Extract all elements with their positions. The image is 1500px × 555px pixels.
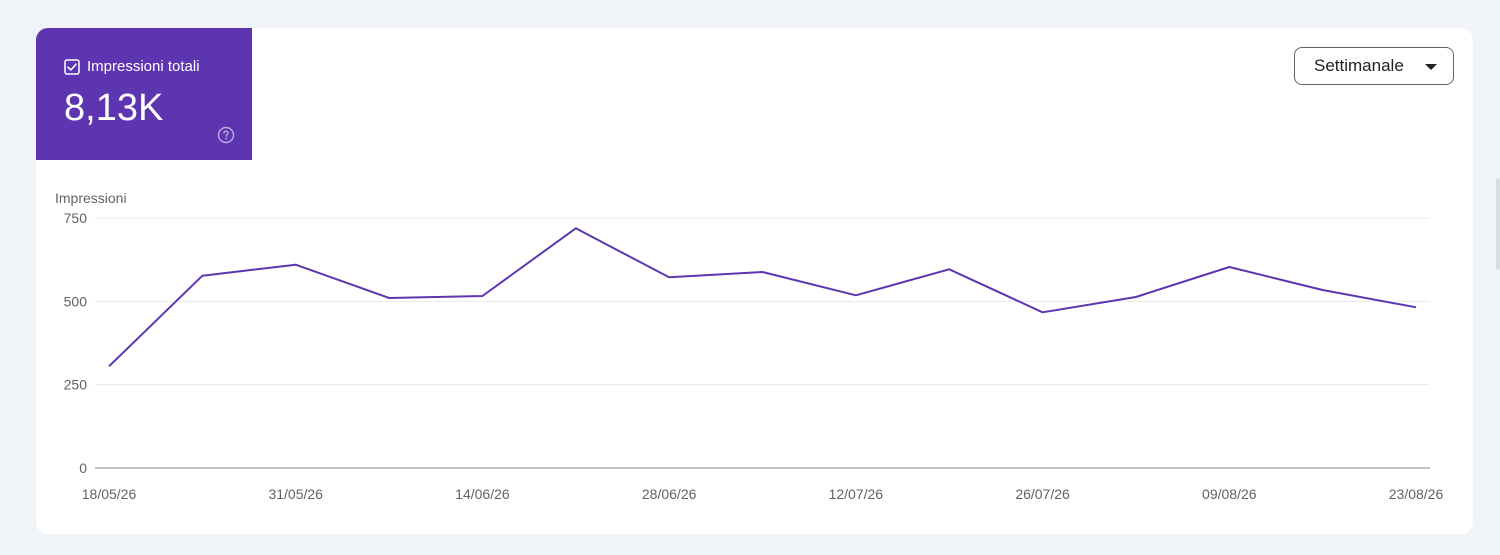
data-point[interactable] bbox=[663, 271, 675, 283]
help-circle-icon[interactable] bbox=[217, 126, 235, 144]
y-tick-label: 500 bbox=[64, 293, 88, 309]
data-point[interactable] bbox=[1037, 306, 1049, 318]
data-point[interactable] bbox=[1223, 261, 1235, 273]
x-axis-ticks: 18/05/26 31/05/26 14/06/26 28/06/26 12/07/26… bbox=[82, 486, 1444, 502]
data-point[interactable] bbox=[943, 263, 955, 275]
x-tick-label: 28/06/26 bbox=[642, 486, 697, 502]
data-point[interactable] bbox=[383, 292, 395, 304]
x-tick-label: 26/07/26 bbox=[1015, 486, 1070, 502]
page-scrollbar[interactable] bbox=[1496, 178, 1500, 270]
period-select-value: Settimanale bbox=[1314, 56, 1404, 75]
total-impressions-metric-tile[interactable]: Impressioni totali 8,13K bbox=[36, 28, 252, 160]
data-point[interactable] bbox=[850, 289, 862, 301]
checkbox-checked-icon[interactable] bbox=[64, 59, 80, 75]
data-point[interactable] bbox=[757, 266, 769, 278]
data-point[interactable] bbox=[1130, 291, 1142, 303]
y-tick-label: 0 bbox=[79, 460, 87, 476]
y-tick-label: 750 bbox=[64, 210, 88, 226]
data-point[interactable] bbox=[476, 290, 488, 302]
metric-value: 8,13K bbox=[64, 87, 164, 129]
x-tick-label: 18/05/26 bbox=[82, 486, 137, 502]
metric-label: Impressioni totali bbox=[87, 58, 200, 75]
performance-card: Impressioni totali 8,13K Settimanale Imp… bbox=[36, 28, 1473, 534]
data-point[interactable] bbox=[1410, 301, 1422, 313]
y-axis-ticks: 0 250 500 750 bbox=[64, 210, 88, 476]
metric-header: Impressioni totali bbox=[64, 58, 200, 76]
y-axis-title: Impressioni bbox=[55, 190, 127, 206]
y-tick-label: 250 bbox=[64, 377, 88, 393]
data-point[interactable] bbox=[290, 259, 302, 271]
dropdown-arrow-icon bbox=[1425, 64, 1437, 70]
x-tick-label: 14/06/26 bbox=[455, 486, 510, 502]
x-tick-label: 09/08/26 bbox=[1202, 486, 1257, 502]
x-tick-label: 23/08/26 bbox=[1389, 486, 1444, 502]
series-layer bbox=[103, 222, 1422, 372]
period-select-dropdown[interactable]: Settimanale bbox=[1294, 47, 1454, 85]
data-point[interactable] bbox=[196, 270, 208, 282]
x-tick-label: 12/07/26 bbox=[829, 486, 884, 502]
data-point[interactable] bbox=[103, 360, 115, 372]
series-line bbox=[108, 227, 1417, 368]
data-point[interactable] bbox=[570, 222, 582, 234]
grid-lines bbox=[95, 217, 1430, 469]
data-point[interactable] bbox=[1317, 284, 1329, 296]
x-tick-label: 31/05/26 bbox=[268, 486, 323, 502]
